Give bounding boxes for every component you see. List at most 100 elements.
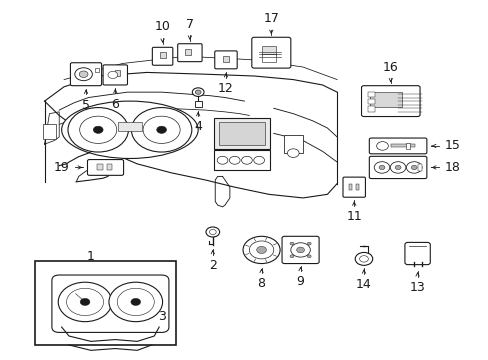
Circle shape: [117, 288, 154, 316]
Circle shape: [195, 90, 201, 94]
Circle shape: [290, 243, 310, 257]
Bar: [367, 107, 374, 112]
Circle shape: [80, 298, 90, 306]
Circle shape: [241, 156, 252, 164]
Circle shape: [256, 246, 266, 253]
Bar: [223, 55, 229, 62]
Circle shape: [58, 282, 112, 321]
Text: 11: 11: [346, 211, 361, 224]
Circle shape: [109, 282, 162, 321]
FancyBboxPatch shape: [87, 159, 123, 175]
Circle shape: [131, 298, 141, 306]
Text: 5: 5: [82, 99, 90, 112]
Bar: [106, 163, 112, 170]
Circle shape: [66, 288, 103, 316]
Bar: [405, 143, 409, 149]
Bar: [35, 261, 176, 345]
FancyBboxPatch shape: [282, 236, 319, 264]
FancyBboxPatch shape: [368, 138, 426, 154]
Bar: [219, 122, 264, 145]
Bar: [355, 184, 358, 190]
Circle shape: [80, 116, 117, 143]
Text: 18: 18: [444, 161, 459, 174]
Circle shape: [205, 227, 219, 237]
Text: 15: 15: [444, 139, 459, 152]
Text: 12: 12: [218, 82, 233, 95]
FancyBboxPatch shape: [177, 44, 202, 62]
Text: 10: 10: [154, 20, 170, 33]
Circle shape: [131, 108, 191, 152]
FancyBboxPatch shape: [251, 37, 290, 68]
Text: 7: 7: [185, 18, 193, 31]
Circle shape: [75, 68, 92, 81]
Circle shape: [373, 162, 389, 173]
Bar: [214, 118, 269, 149]
FancyBboxPatch shape: [103, 65, 127, 85]
Bar: [367, 92, 374, 97]
Bar: [115, 70, 120, 76]
Circle shape: [359, 256, 367, 262]
Bar: [43, 125, 56, 139]
Circle shape: [143, 116, 180, 143]
Text: 14: 14: [355, 278, 371, 291]
Text: 19: 19: [53, 161, 69, 174]
Text: 17: 17: [263, 13, 279, 26]
Circle shape: [229, 156, 240, 164]
Circle shape: [296, 247, 304, 253]
Circle shape: [253, 156, 264, 164]
Circle shape: [378, 165, 384, 170]
FancyBboxPatch shape: [152, 47, 172, 65]
Bar: [417, 164, 421, 171]
Text: 2: 2: [208, 259, 216, 272]
Bar: [118, 122, 142, 131]
Bar: [367, 99, 374, 104]
Circle shape: [376, 141, 387, 150]
Circle shape: [93, 126, 103, 134]
Text: 9: 9: [296, 275, 304, 288]
Circle shape: [192, 88, 203, 96]
Bar: [261, 54, 276, 62]
Circle shape: [289, 242, 293, 245]
Circle shape: [289, 255, 293, 258]
FancyBboxPatch shape: [342, 177, 365, 197]
Bar: [159, 52, 165, 58]
FancyBboxPatch shape: [361, 86, 419, 117]
Bar: [390, 144, 414, 147]
Text: 6: 6: [111, 98, 119, 111]
Circle shape: [108, 71, 118, 78]
Text: 16: 16: [382, 61, 398, 74]
Text: 3: 3: [157, 310, 165, 323]
Bar: [261, 46, 276, 55]
Bar: [184, 49, 191, 55]
Bar: [283, 135, 303, 153]
FancyBboxPatch shape: [368, 156, 426, 179]
Circle shape: [389, 162, 405, 173]
Circle shape: [157, 126, 166, 134]
Text: 8: 8: [257, 277, 265, 290]
Circle shape: [68, 108, 128, 152]
Ellipse shape: [61, 101, 198, 158]
Text: 13: 13: [409, 281, 425, 294]
FancyBboxPatch shape: [70, 63, 102, 86]
FancyBboxPatch shape: [404, 242, 429, 265]
Circle shape: [394, 165, 400, 170]
Circle shape: [306, 242, 310, 245]
Bar: [194, 101, 201, 107]
FancyBboxPatch shape: [52, 275, 168, 332]
Circle shape: [243, 236, 280, 264]
Circle shape: [354, 252, 372, 265]
Circle shape: [249, 241, 273, 259]
Text: 1: 1: [87, 250, 95, 263]
Circle shape: [287, 149, 299, 157]
Bar: [369, 92, 401, 107]
Circle shape: [306, 255, 310, 258]
Circle shape: [217, 156, 227, 164]
Circle shape: [410, 165, 416, 170]
Circle shape: [209, 229, 216, 234]
Bar: [348, 184, 351, 190]
Text: 4: 4: [194, 121, 202, 134]
Circle shape: [406, 162, 421, 173]
FancyBboxPatch shape: [214, 51, 237, 69]
Bar: [214, 150, 269, 170]
Circle shape: [79, 71, 88, 77]
